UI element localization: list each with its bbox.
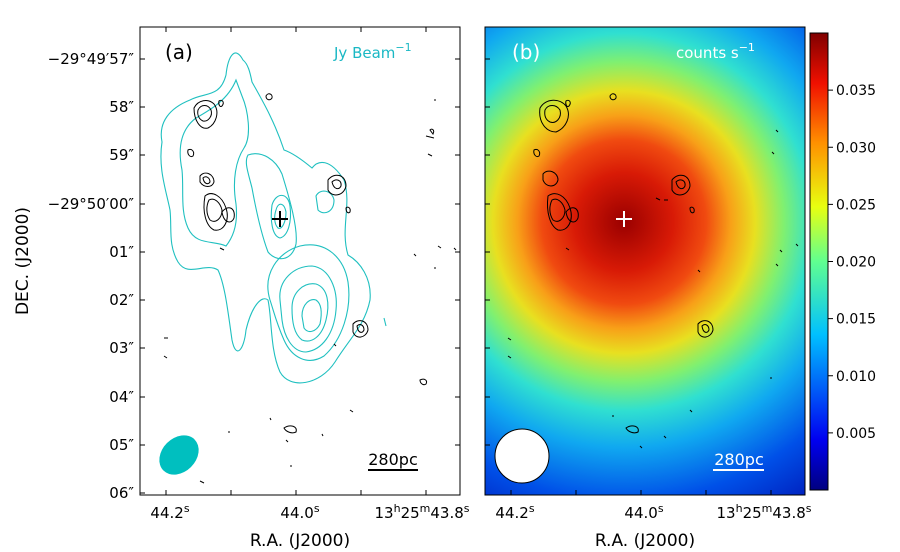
beam-ellipse-a bbox=[159, 435, 199, 475]
y-tick-label: 03″ bbox=[109, 339, 134, 357]
unit-label-b: counts s−1 bbox=[676, 41, 755, 62]
x-ticks-b bbox=[510, 490, 772, 495]
y-tick-label: 01″ bbox=[109, 243, 134, 261]
y-axis-label: DEC. (J2000) bbox=[13, 207, 33, 315]
y-tick-label: −29°49′57″ bbox=[48, 50, 135, 68]
x-axis-label-a: R.A. (J2000) bbox=[250, 531, 350, 551]
peak-marker-b bbox=[616, 211, 632, 227]
y-tick-label: 59″ bbox=[109, 146, 134, 164]
y-tick-label: 02″ bbox=[109, 291, 134, 309]
beam-circle-b bbox=[494, 428, 550, 484]
x-tick-label: 13h25m43.8s bbox=[374, 502, 469, 522]
y-tick-labels: −29°49′57″ 58″ 59″ −29°50′00″ 01″ 02″ 03… bbox=[48, 50, 135, 502]
cyan-contours bbox=[160, 52, 387, 384]
x-tick-label: 44.2s bbox=[150, 502, 189, 522]
colorbar-tick-label: 0.005 bbox=[836, 426, 876, 442]
colorbar: 0.005 0.010 0.015 0.020 0.025 0.030 0.035 bbox=[809, 32, 876, 491]
scalebar-label-a: 280pc bbox=[368, 450, 418, 469]
x-tick-label: 44.2s bbox=[495, 502, 534, 522]
unit-base-a: Jy Beam bbox=[333, 44, 395, 62]
colorbar-tick-label: 0.025 bbox=[836, 197, 876, 213]
scalebar-label-b: 280pc bbox=[714, 450, 764, 469]
colorbar-tick-label: 0.010 bbox=[836, 369, 876, 385]
panel-b-frame bbox=[484, 26, 806, 496]
heatmap-image bbox=[485, 27, 805, 495]
panel-label-b: (b) bbox=[512, 40, 540, 64]
unit-base-b: counts s bbox=[676, 44, 739, 62]
x-tick-labels-b: 44.2s 44.0s 13h25m43.8s bbox=[495, 502, 811, 522]
black-contours-b bbox=[507, 93, 799, 449]
colorbar-tick-label: 0.030 bbox=[836, 140, 876, 156]
unit-exp-b: −1 bbox=[739, 41, 755, 54]
peak-marker-a bbox=[272, 211, 288, 227]
y-tick-label: 04″ bbox=[109, 388, 134, 406]
x-ticks-a bbox=[165, 27, 427, 495]
colorbar-gradient bbox=[809, 32, 829, 491]
y-tick-label: 06″ bbox=[109, 484, 134, 502]
y-tick-label: 05″ bbox=[109, 436, 134, 454]
y-tick-label: 58″ bbox=[109, 98, 134, 116]
panel-b: 280pc (b) counts s−1 44.2s 44.0s 13h25m4… bbox=[484, 26, 812, 551]
x-tick-label: 44.0s bbox=[624, 502, 663, 522]
x-axis-label-b: R.A. (J2000) bbox=[595, 531, 695, 551]
x-tick-label: 44.0s bbox=[280, 502, 319, 522]
colorbar-ticks: 0.005 0.010 0.015 0.020 0.025 0.030 0.035 bbox=[828, 83, 876, 442]
x-tick-label: 13h25m43.8s bbox=[716, 502, 811, 522]
colorbar-tick-label: 0.020 bbox=[836, 255, 876, 271]
panel-a-frame bbox=[139, 26, 461, 496]
colorbar-tick-label: 0.035 bbox=[836, 83, 876, 99]
x-tick-labels-a: 44.2s 44.0s 13h25m43.8s bbox=[150, 502, 469, 522]
y-tick-label: −29°50′00″ bbox=[48, 195, 135, 213]
y-ticks-b bbox=[485, 58, 490, 446]
colorbar-tick-label: 0.015 bbox=[836, 312, 876, 328]
y-ticks-a bbox=[140, 58, 460, 494]
unit-exp-a: −1 bbox=[395, 41, 411, 54]
black-contours-a bbox=[163, 93, 457, 484]
panel-label-a: (a) bbox=[165, 40, 193, 64]
panel-a: 280pc (a) Jy Beam−1 −29°49′57″ 58″ 59″ −… bbox=[13, 26, 470, 551]
unit-label-a: Jy Beam−1 bbox=[333, 41, 412, 62]
